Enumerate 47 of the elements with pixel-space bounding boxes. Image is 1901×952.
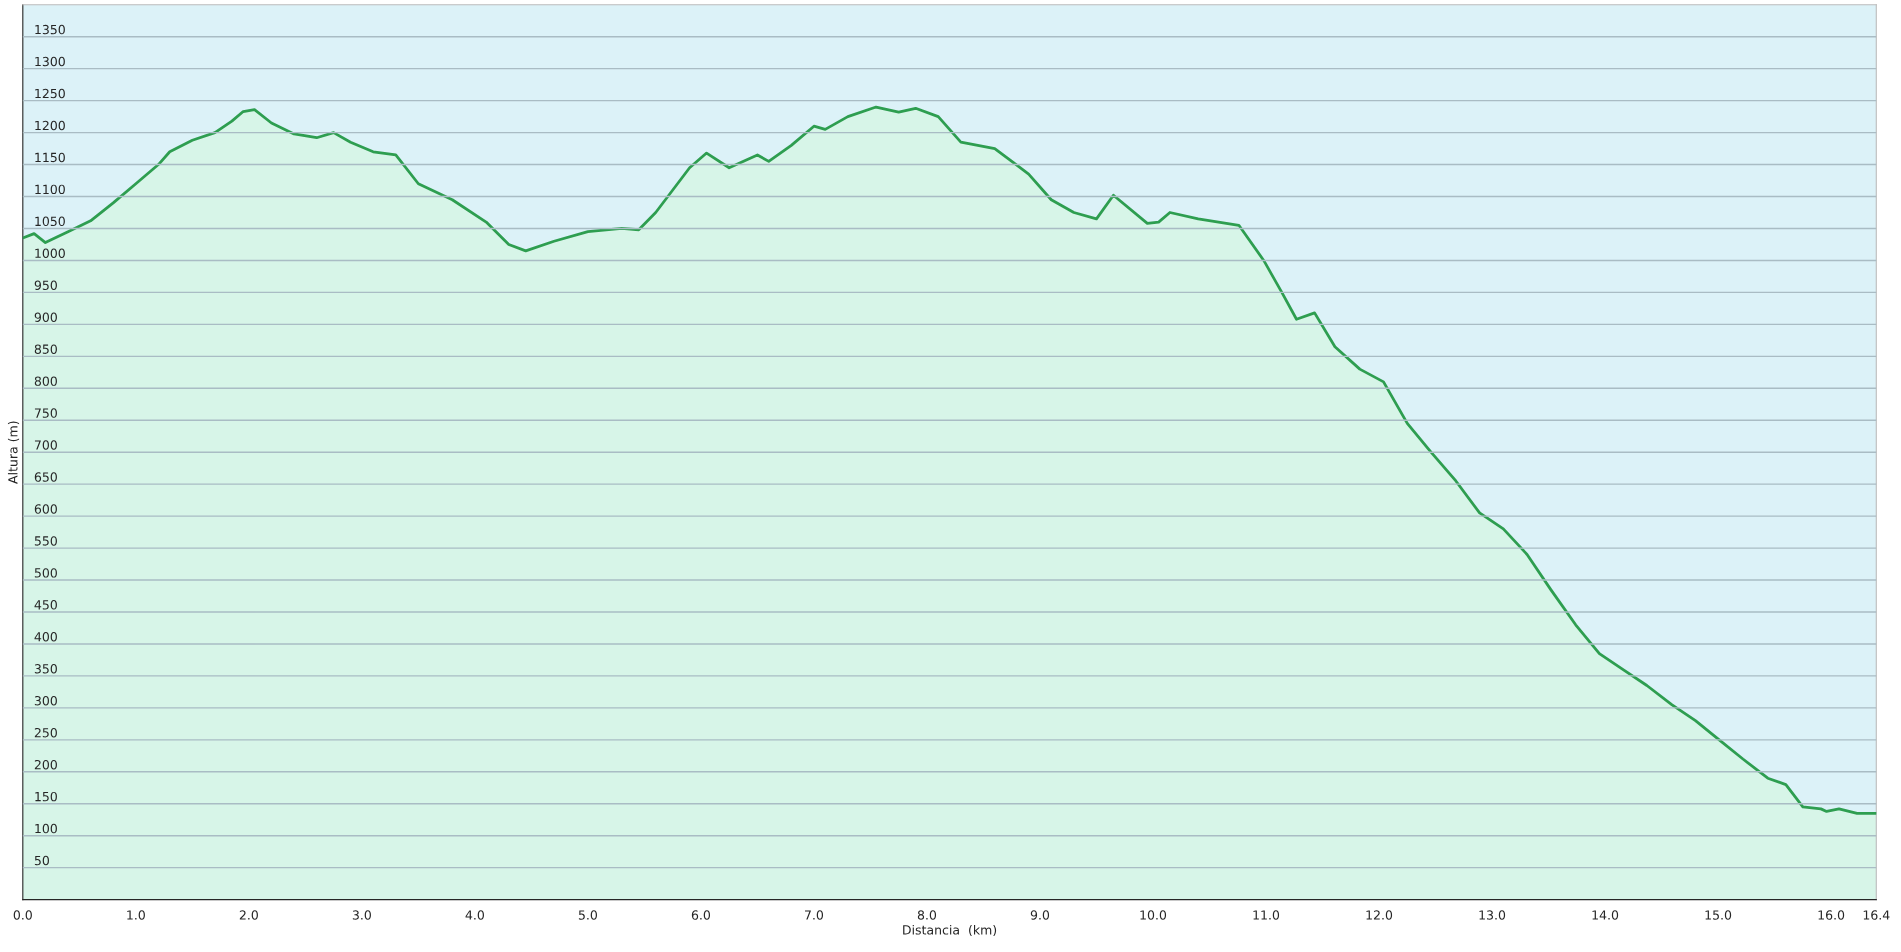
y-tick-label: 300	[34, 696, 57, 706]
y-axis-title: Altura (m)	[7, 421, 20, 484]
y-tick-label: 700	[34, 440, 57, 450]
y-tick-label: 1150	[35, 152, 65, 163]
y-tick-label: 550	[34, 536, 57, 546]
y-tick-label: 1350	[35, 24, 65, 35]
x-tick-label: 15.0	[1705, 910, 1732, 920]
y-tick-label: 250	[34, 727, 57, 738]
x-tick-label: 12.0	[1366, 910, 1393, 920]
y-tick-label: 850	[34, 344, 57, 354]
x-tick-label: 2.0	[239, 910, 258, 920]
y-tick-label: 750	[34, 408, 57, 418]
x-tick-label: 7.0	[805, 910, 824, 920]
x-tick-label: 4.0	[465, 910, 484, 920]
x-tick-label: 3.0	[352, 910, 371, 920]
x-tick-label: 1.0	[127, 910, 145, 920]
y-tick-label: 900	[34, 312, 57, 322]
x-axis-title: Distancia (km)	[903, 924, 997, 937]
y-tick-label: 600	[34, 504, 57, 514]
y-tick-label: 200	[34, 759, 57, 770]
y-tick-label: 1000	[35, 248, 65, 259]
x-tick-label: 10.0	[1140, 910, 1167, 920]
y-tick-label: 950	[34, 280, 57, 290]
x-tick-label: 14.0	[1592, 910, 1619, 920]
y-tick-label: 50	[34, 855, 49, 866]
x-tick-label: 11.0	[1253, 910, 1280, 920]
x-tick-label: 9.0	[1030, 910, 1050, 920]
y-tick-label: 150	[35, 791, 57, 802]
y-tick-label: 650	[34, 472, 57, 482]
y-tick-label: 800	[34, 376, 57, 386]
x-tick-label: 6.0	[691, 910, 711, 920]
x-tick-label: 13.0	[1479, 910, 1506, 920]
y-tick-label: 500	[34, 568, 57, 578]
y-tick-label: 350	[34, 664, 57, 674]
y-tick-label: 1200	[35, 120, 65, 131]
y-tick-label: 100	[35, 823, 57, 834]
x-tick-label: 16.0	[1818, 910, 1845, 920]
y-tick-label: 1050	[35, 216, 65, 227]
x-tick-label: 0.0	[13, 910, 32, 920]
y-tick-label: 1300	[35, 56, 65, 67]
y-tick-label: 450	[34, 600, 57, 610]
x-tick-label: 16.4	[1863, 910, 1890, 920]
y-tick-label: 1100	[35, 184, 65, 195]
x-tick-label: 8.0	[917, 910, 937, 920]
y-tick-label: 1250	[35, 88, 65, 99]
x-tick-label: 5.0	[578, 910, 598, 920]
y-tick-label: 400	[34, 632, 57, 642]
